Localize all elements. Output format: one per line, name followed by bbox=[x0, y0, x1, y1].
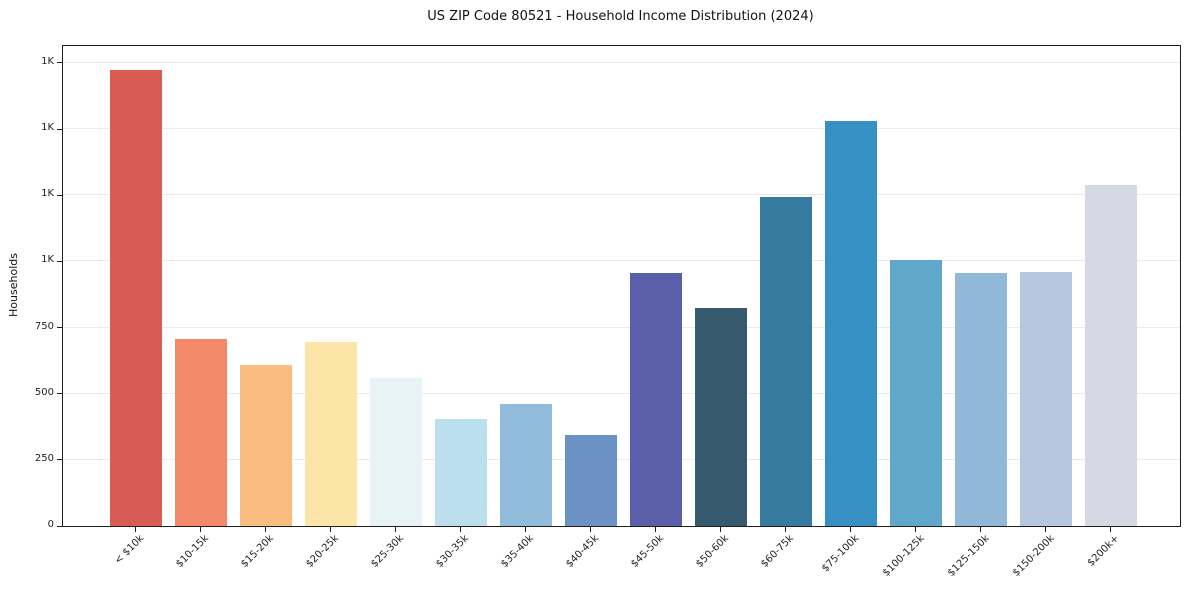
bar bbox=[174, 339, 227, 526]
y-tick-label: 1K bbox=[41, 254, 54, 266]
x-tick-label: $35-40k bbox=[499, 533, 537, 570]
plot-area bbox=[57, 45, 1181, 532]
x-tick-mark bbox=[460, 526, 461, 532]
y-tick-label: 1K bbox=[41, 188, 54, 200]
gridline bbox=[63, 194, 1180, 196]
y-tick-mark bbox=[57, 393, 63, 395]
bar bbox=[434, 418, 487, 526]
x-tick-label: $40-45k bbox=[564, 533, 602, 570]
bar bbox=[824, 121, 877, 526]
x-tick-mark bbox=[525, 526, 526, 532]
gridline bbox=[63, 326, 1180, 328]
gridline bbox=[63, 128, 1180, 130]
bar bbox=[239, 364, 292, 526]
x-tick-mark bbox=[590, 526, 591, 532]
x-tick-mark bbox=[135, 526, 136, 532]
bar bbox=[629, 273, 682, 526]
y-tick-label: 500 bbox=[34, 386, 54, 398]
y-tick-label: 1K bbox=[41, 55, 54, 67]
bar bbox=[759, 196, 812, 526]
x-tick-label: $100-125k bbox=[880, 533, 927, 579]
x-tick-mark bbox=[655, 526, 656, 532]
x-tick-label: $50-60k bbox=[694, 533, 732, 570]
x-tick-mark bbox=[265, 526, 266, 532]
y-tick-label: 750 bbox=[34, 320, 54, 332]
x-tick-mark bbox=[720, 526, 721, 532]
y-tick-label: 1K bbox=[41, 122, 54, 134]
x-tick-label: $150-200k bbox=[1010, 533, 1057, 579]
y-axis-ticks: 0 250 500 750 1K 1K 1K 1K bbox=[0, 45, 54, 530]
x-tick-label: $60-75k bbox=[759, 533, 797, 570]
gridline bbox=[63, 458, 1180, 460]
gridline bbox=[63, 392, 1180, 394]
x-tick-mark bbox=[915, 526, 916, 532]
x-tick-label: $125-150k bbox=[945, 533, 992, 579]
x-tick-label: $10-15k bbox=[174, 533, 212, 570]
y-tick-mark bbox=[57, 260, 63, 262]
bar bbox=[499, 404, 552, 526]
gridline bbox=[63, 61, 1180, 63]
x-tick-mark bbox=[200, 526, 201, 532]
bar bbox=[1019, 271, 1072, 526]
x-tick-mark bbox=[850, 526, 851, 532]
y-tick-label: 0 bbox=[47, 519, 54, 530]
x-tick-mark bbox=[1110, 526, 1111, 532]
y-tick-mark bbox=[57, 459, 63, 461]
bar bbox=[954, 273, 1007, 526]
bar bbox=[1084, 184, 1137, 526]
y-tick-mark bbox=[57, 62, 63, 64]
x-axis-labels: < $10k $10-15k $15-20k $20-25k $25-30k $30-35… bbox=[62, 533, 1179, 589]
y-tick-mark bbox=[57, 327, 63, 329]
x-tick-mark bbox=[330, 526, 331, 532]
x-tick-mark bbox=[980, 526, 981, 532]
y-tick-mark bbox=[57, 128, 63, 130]
x-tick-label: $30-35k bbox=[434, 533, 472, 570]
chart-title: US ZIP Code 80521 - Household Income Dis… bbox=[427, 9, 814, 24]
x-tick-label: $15-20k bbox=[239, 533, 277, 570]
bar bbox=[564, 434, 617, 526]
x-tick-label: $45-50k bbox=[629, 533, 667, 570]
x-tick-label: $200k+ bbox=[1085, 533, 1122, 569]
y-tick-mark bbox=[57, 194, 63, 196]
y-tick-mark bbox=[57, 525, 63, 527]
y-tick-label: 250 bbox=[34, 452, 54, 464]
x-tick-mark bbox=[395, 526, 396, 532]
bar bbox=[889, 260, 942, 526]
x-tick-label: $25-30k bbox=[369, 533, 407, 570]
x-tick-mark bbox=[1045, 526, 1046, 532]
x-tick-label: $75-100k bbox=[819, 533, 862, 575]
bar bbox=[304, 342, 357, 526]
bar bbox=[369, 377, 422, 526]
x-tick-label: $20-25k bbox=[304, 533, 342, 570]
bar bbox=[694, 307, 747, 526]
gridline bbox=[63, 260, 1180, 262]
x-tick-mark bbox=[785, 526, 786, 532]
x-tick-label: < $10k bbox=[112, 533, 147, 567]
bar bbox=[109, 69, 162, 526]
